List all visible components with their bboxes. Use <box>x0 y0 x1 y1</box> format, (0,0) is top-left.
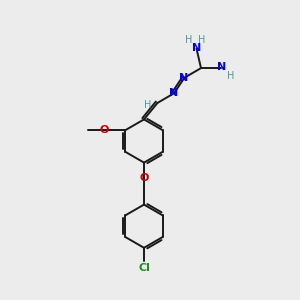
Text: N: N <box>192 43 201 53</box>
Text: Cl: Cl <box>138 263 150 273</box>
Text: H: H <box>185 34 193 45</box>
Text: N: N <box>218 62 226 73</box>
Text: H: H <box>227 70 234 81</box>
Text: O: O <box>100 124 109 135</box>
Text: N: N <box>169 88 178 98</box>
Text: H: H <box>198 34 206 45</box>
Text: H: H <box>144 100 151 110</box>
Text: N: N <box>179 73 188 83</box>
Text: O: O <box>139 173 149 183</box>
